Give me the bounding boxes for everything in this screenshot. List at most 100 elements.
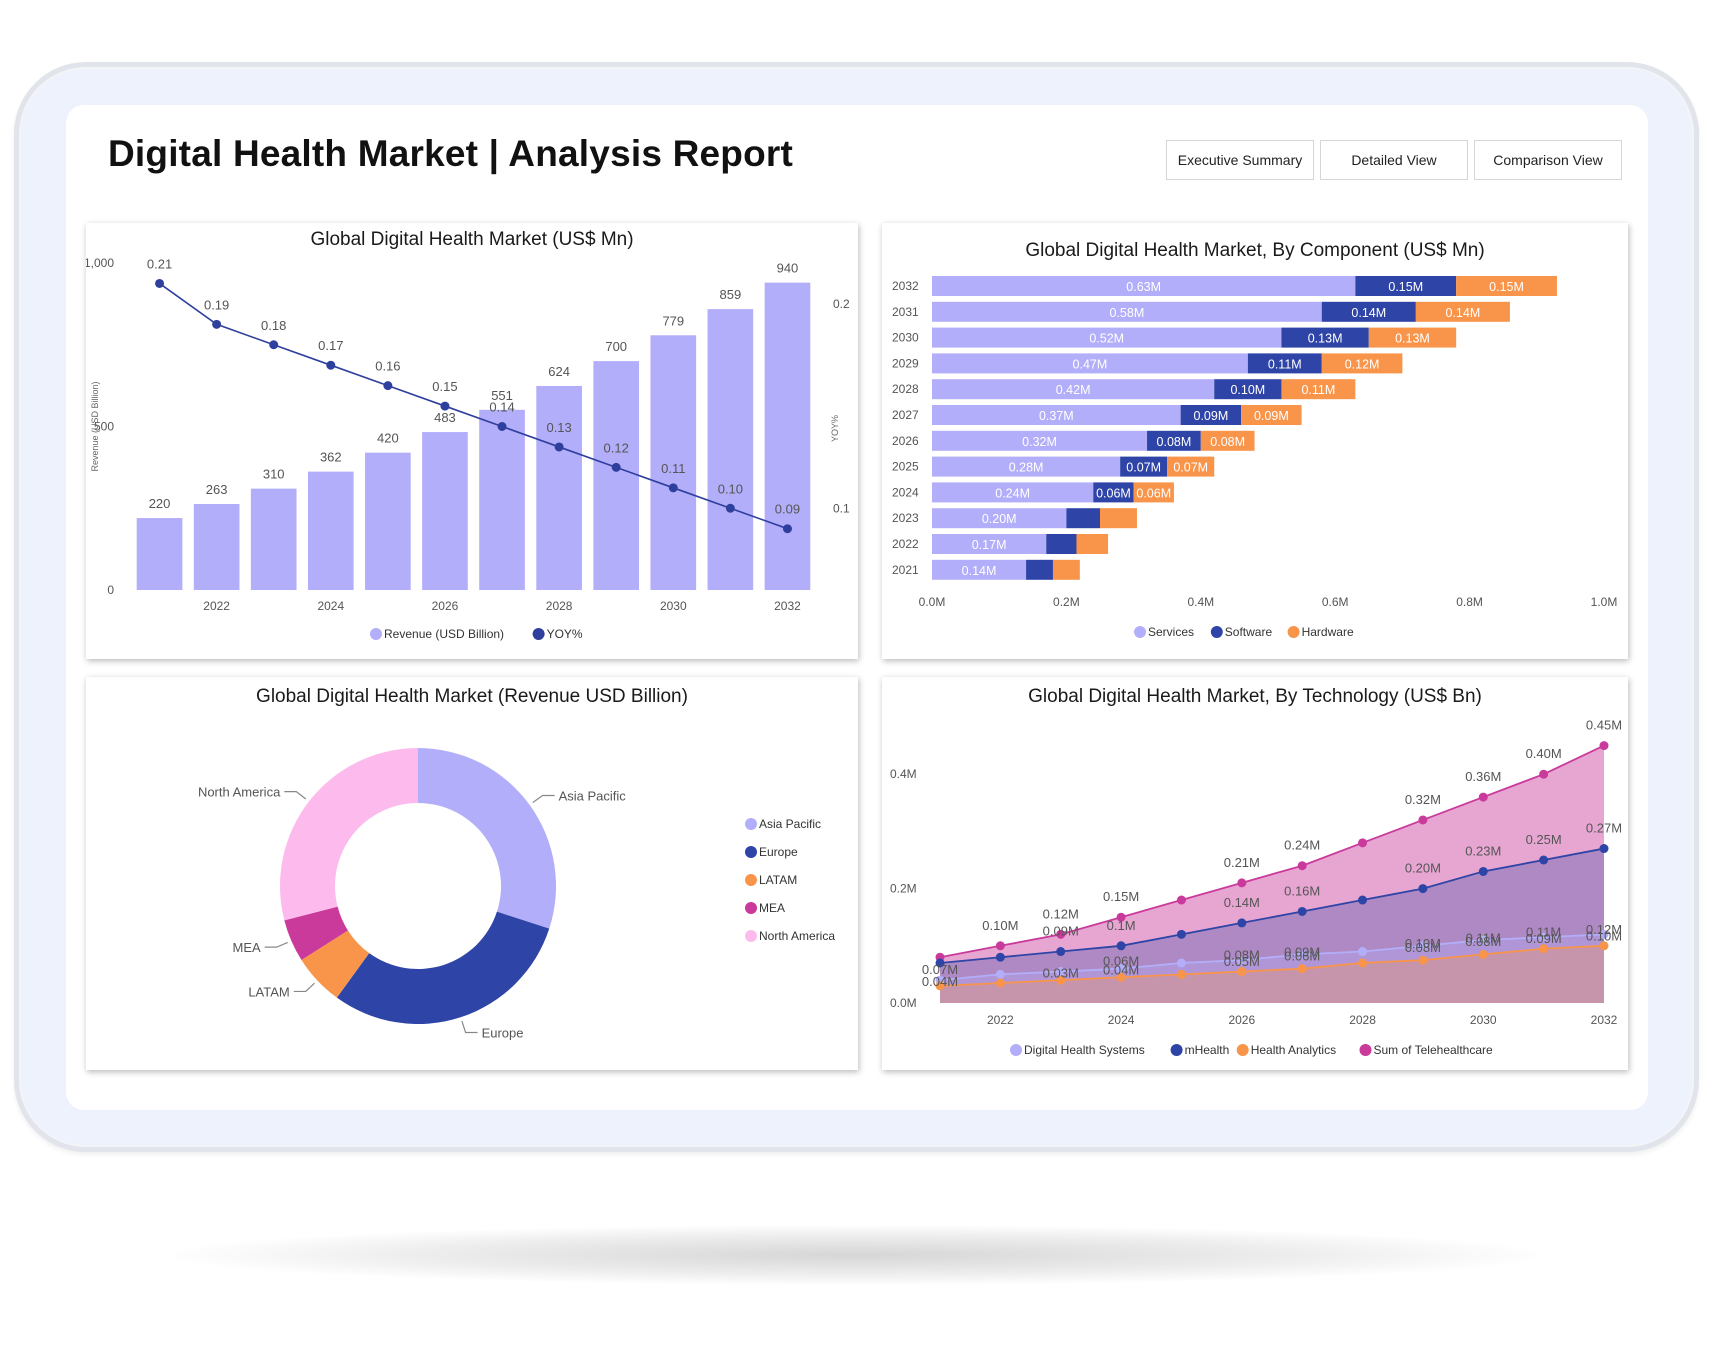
series-point — [1176, 895, 1186, 905]
x-tick-label: 2032 — [774, 599, 801, 613]
bar-value-label: 483 — [434, 410, 456, 425]
component-bar-segment — [1147, 430, 1201, 451]
page-title: Digital Health Market | Analysis Report — [108, 133, 794, 174]
yoy-point — [326, 360, 336, 370]
comparison-view-button[interactable]: Comparison View — [1474, 140, 1622, 180]
segment-value-label: 0.09M — [1254, 409, 1289, 423]
series-line — [939, 744, 1605, 959]
revenue-bar — [307, 471, 354, 590]
bar-value-label: 362 — [320, 450, 342, 465]
segment-value-label: 0.17M — [972, 538, 1007, 552]
legend-label: Software — [1225, 625, 1273, 639]
component-bar-segment — [1076, 534, 1109, 554]
segment-value-label: 0.20M — [982, 512, 1017, 526]
detailed-view-button[interactable]: Detailed View — [1320, 140, 1468, 180]
segment-value-label: 0.11M — [1301, 383, 1335, 397]
segment-value-label: 0.09M — [1194, 409, 1229, 423]
series-area — [940, 945, 1604, 1003]
legend-marker — [1010, 1044, 1022, 1056]
revenue-bar — [707, 309, 754, 590]
component-bar-segment — [1241, 405, 1302, 425]
y2-axis-label: YOY% — [830, 415, 840, 442]
point-value-label: 0.09M — [1284, 945, 1320, 960]
series-point — [1237, 967, 1247, 977]
yoy-value-label: 0.21 — [147, 256, 172, 271]
y-tick-label: 2023 — [892, 511, 919, 525]
segment-value-label: 0.15M — [1489, 280, 1524, 294]
series-point — [1176, 958, 1186, 968]
series-point — [1539, 855, 1549, 865]
component-bar-segment — [932, 559, 1027, 580]
y-tick-label: 2021 — [892, 563, 919, 577]
y-tick-label: 2027 — [892, 408, 919, 422]
x-tick-label: 2030 — [1470, 1013, 1497, 1027]
donut-slice — [418, 748, 556, 929]
yoy-point — [668, 483, 678, 493]
legend-marker — [1210, 626, 1223, 638]
chart-title: Global Digital Health Market, By Compone… — [1025, 240, 1484, 261]
yoy-point — [497, 422, 507, 431]
component-bar-segment — [932, 301, 1322, 322]
segment-value-label: 0.13M — [1395, 332, 1430, 346]
segment-value-label: 0.58M — [1110, 306, 1145, 320]
component-bar-segment — [932, 353, 1248, 374]
series-point — [1358, 958, 1368, 968]
executive-summary-button[interactable]: Executive Summary — [1166, 140, 1314, 180]
revenue-bar — [422, 432, 468, 590]
yoy-point — [269, 340, 279, 350]
series-point — [1176, 929, 1186, 939]
series-point — [1358, 947, 1368, 957]
series-area — [940, 934, 1604, 1003]
legend-label: Hardware — [1302, 625, 1354, 639]
component-bar-segment — [1026, 559, 1053, 580]
legend-label: MEA — [759, 901, 785, 915]
point-value-label: 0.08M — [1405, 940, 1441, 955]
y-tick-label: 2026 — [892, 434, 919, 448]
x-tick-label: 2024 — [1108, 1013, 1135, 1027]
segment-value-label: 0.37M — [1039, 409, 1074, 423]
point-value-label: 0.25M — [1526, 832, 1562, 847]
series-line — [939, 847, 1605, 964]
region-chart-card: Global Digital Health Market (Revenue US… — [86, 677, 858, 1070]
x-tick-label: 2030 — [660, 599, 687, 613]
series-point — [1599, 844, 1609, 854]
component-chart-card: Global Digital Health Market, By Compone… — [882, 223, 1628, 659]
yoy-point — [383, 381, 393, 391]
series-point — [1056, 975, 1066, 985]
component-bar-segment — [1180, 405, 1242, 425]
legend-label: North America — [759, 929, 835, 943]
segment-value-label: 0.07M — [1173, 461, 1208, 475]
revenue-chart-card: Global Digital Health Market (US$ Mn) 0 50… — [86, 223, 858, 659]
yoy-point — [554, 442, 564, 452]
point-value-label: 0.04M — [922, 974, 958, 989]
series-point — [1116, 941, 1126, 951]
component-bar-segment — [1133, 482, 1174, 503]
series-point — [1237, 955, 1247, 965]
revenue-bar — [650, 335, 697, 590]
chart-title: Global Digital Health Market (US$ Mn) — [310, 229, 633, 250]
series-area — [940, 745, 1604, 1003]
y2-tick-label: 0.2 — [833, 297, 850, 311]
series-point — [935, 981, 945, 991]
segment-value-label: 0.52M — [1089, 332, 1124, 346]
legend-label: YOY% — [547, 627, 583, 641]
point-value-label: 0.21M — [1224, 855, 1260, 870]
x-tick-label: 0.8M — [1456, 595, 1483, 609]
y-tick-label: 2029 — [892, 356, 919, 370]
component-bar-segment — [1052, 559, 1080, 580]
legend-marker — [745, 874, 757, 886]
x-tick-label: 0.2M — [1053, 595, 1080, 609]
segment-value-label: 0.06M — [1096, 486, 1131, 500]
segment-value-label: 0.63M — [1126, 280, 1161, 294]
yoy-point — [212, 319, 222, 329]
component-bar-segment — [932, 534, 1047, 554]
component-bar-segment — [1247, 353, 1322, 374]
series-point — [1599, 941, 1609, 951]
legend-marker — [1170, 1044, 1183, 1056]
y-tick-label: 2032 — [892, 279, 919, 293]
component-bar-segment — [1368, 327, 1457, 348]
series-line — [939, 933, 1605, 982]
slice-label: LATAM — [248, 984, 289, 999]
y-tick-label: 2025 — [892, 460, 919, 474]
segment-value-label: 0.14M — [962, 564, 997, 578]
